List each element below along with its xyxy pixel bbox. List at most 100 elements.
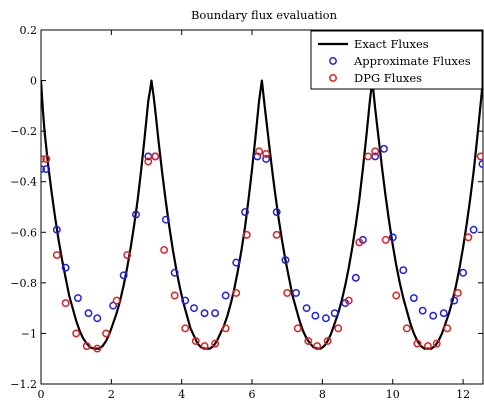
data-point	[161, 215, 170, 224]
data-point	[232, 258, 241, 267]
data-point	[379, 144, 388, 153]
legend-label: DPG Fluxes	[354, 71, 422, 85]
y-tick-label: 0	[30, 75, 37, 88]
data-point	[423, 342, 432, 351]
legend-label: Approximate Fluxes	[353, 54, 471, 68]
legend: Exact Fluxes Approximate Fluxes DPG Fluxes	[310, 30, 483, 90]
axis-tick-labels: 0 2 4 6 8 10 12 −1.2 −1 −0.8 −0.6 −0.4 −0.2 0 0.2	[10, 24, 470, 401]
data-point	[191, 337, 200, 345]
data-point	[82, 342, 91, 351]
y-tick-label: −1.2	[10, 378, 37, 391]
data-point	[344, 296, 353, 305]
data-point	[151, 152, 160, 161]
data-point	[413, 339, 422, 348]
y-tick-label: −0.8	[10, 277, 37, 290]
data-point	[241, 208, 249, 217]
data-point	[211, 309, 220, 318]
data-point	[109, 301, 118, 310]
data-point	[381, 235, 390, 244]
data-point	[119, 271, 128, 280]
data-point	[418, 306, 427, 315]
data-point	[181, 296, 190, 305]
data-point	[42, 155, 51, 163]
legend-item: DPG Fluxes	[329, 71, 422, 85]
data-point	[102, 329, 111, 338]
data-point	[283, 289, 292, 297]
data-point	[170, 268, 179, 277]
data-point	[52, 251, 61, 259]
data-point	[61, 299, 70, 308]
legend-swatch-marker	[329, 74, 337, 82]
legend-box	[310, 30, 483, 90]
data-point	[255, 147, 264, 156]
data-point	[52, 225, 61, 234]
data-point	[399, 266, 408, 275]
data-point	[41, 155, 45, 163]
data-point	[351, 273, 360, 282]
data-point	[311, 311, 320, 320]
data-point	[221, 324, 230, 333]
data-point	[61, 263, 70, 272]
chart-title: Boundary flux evaluation	[191, 8, 338, 22]
data-point	[93, 344, 102, 353]
legend-item: Exact Fluxes	[318, 37, 429, 51]
data-point	[262, 149, 271, 158]
data-point	[242, 230, 251, 239]
data-point	[469, 225, 478, 234]
data-point	[170, 291, 179, 300]
data-point	[429, 311, 438, 320]
data-point	[293, 324, 302, 333]
data-point	[41, 165, 45, 174]
data-point	[402, 324, 411, 333]
data-point	[334, 324, 343, 333]
data-point	[42, 165, 51, 174]
data-point	[72, 329, 81, 338]
data-point	[443, 324, 452, 333]
data-point	[221, 291, 230, 300]
data-point	[453, 289, 462, 297]
y-tick-label: −1	[21, 327, 37, 340]
legend-swatch-marker	[329, 57, 337, 65]
series-line-exact-fluxes	[41, 79, 483, 350]
data-point	[292, 289, 300, 297]
data-point	[200, 342, 209, 351]
data-point	[478, 160, 483, 168]
plot-frame	[40, 29, 484, 385]
data-point	[272, 208, 281, 217]
data-point	[464, 233, 473, 242]
y-tick-label: −0.6	[10, 226, 37, 239]
x-tick-label: 6	[249, 388, 256, 401]
data-point	[459, 268, 468, 277]
legend-item: Approximate Fluxes	[329, 54, 471, 68]
data-point	[132, 210, 140, 219]
data-point	[304, 337, 313, 345]
data-point	[409, 294, 418, 302]
data-point	[112, 296, 121, 305]
data-point	[84, 309, 93, 318]
x-tick-label: 2	[108, 388, 115, 401]
data-point	[364, 152, 373, 161]
data-point	[190, 304, 198, 313]
data-point	[476, 152, 483, 161]
data-point	[313, 342, 322, 351]
data-point	[432, 339, 441, 348]
data-point	[302, 304, 311, 313]
data-point	[392, 291, 401, 300]
data-point	[262, 155, 271, 163]
series-approximate-fluxes	[41, 144, 483, 323]
data-point	[355, 238, 364, 247]
series-dpg-fluxes	[41, 147, 483, 353]
x-tick-label: 0	[38, 388, 45, 401]
data-point	[93, 314, 102, 323]
data-point	[160, 246, 169, 254]
x-tick-label: 4	[178, 388, 185, 401]
y-tick-label: 0.2	[20, 24, 38, 37]
data-point	[272, 230, 281, 239]
data-point	[181, 324, 190, 333]
data-point	[330, 309, 339, 318]
x-tick-label: 12	[456, 388, 470, 401]
data-point	[253, 152, 262, 161]
data-point	[200, 309, 209, 318]
data-point	[144, 157, 153, 166]
